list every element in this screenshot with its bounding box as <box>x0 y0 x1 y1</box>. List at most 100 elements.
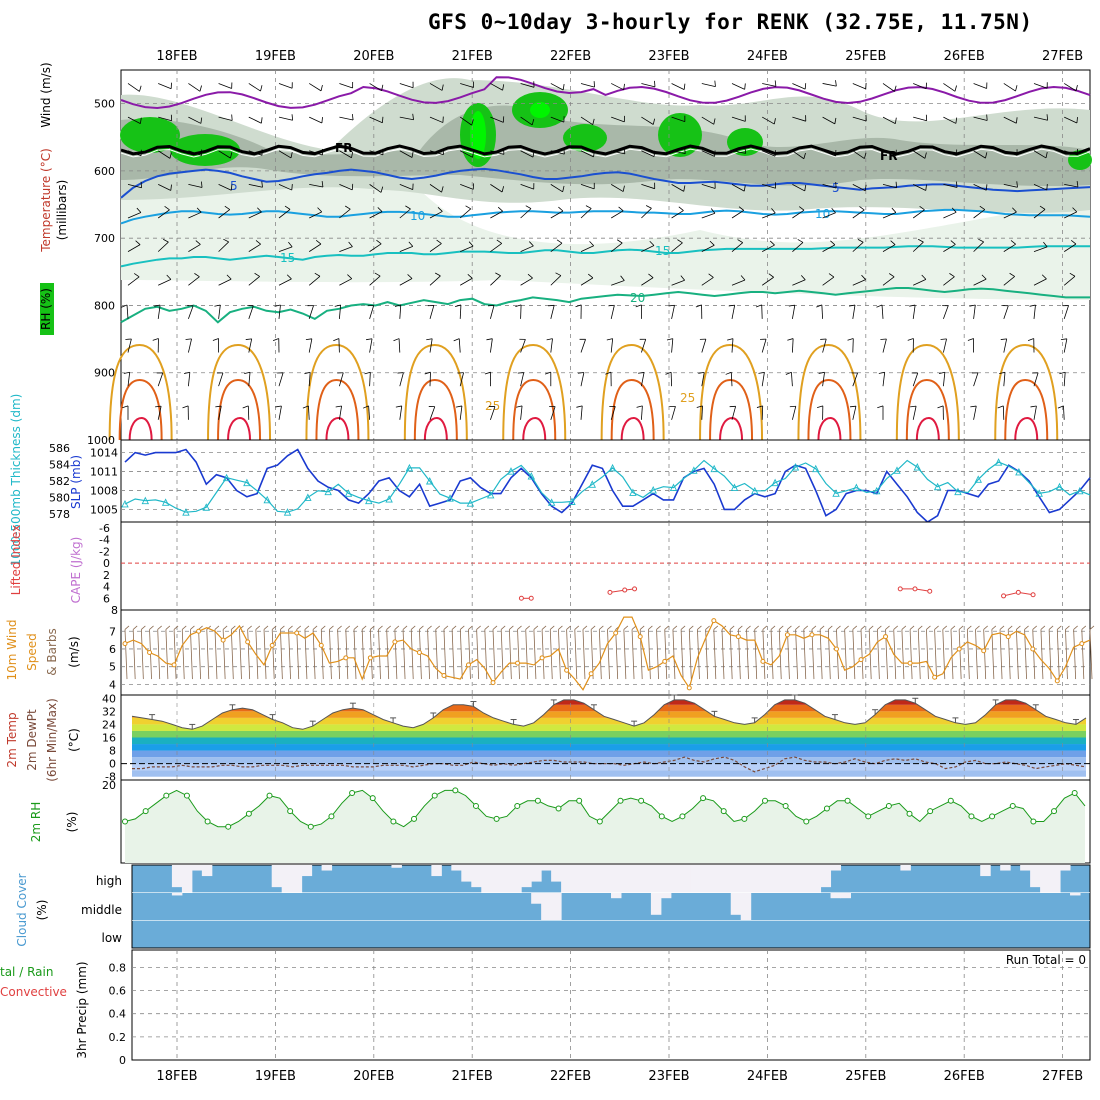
cloud-clear-high <box>291 865 303 893</box>
wind-barb <box>580 372 585 387</box>
wind-barb <box>369 116 383 124</box>
wind-barb-flag <box>878 371 885 374</box>
wind10-barb <box>353 629 357 680</box>
wind-barb-flag <box>861 274 866 280</box>
wind10-marker <box>294 630 300 636</box>
wind-barb-flag <box>622 185 625 192</box>
wind-barb-flag <box>1029 304 1036 307</box>
wind10-barb <box>279 629 283 680</box>
date-label-top: 18FEB <box>156 49 197 64</box>
cloud-clear-high <box>521 865 532 888</box>
wind-barb <box>973 116 988 121</box>
wind-barb <box>973 405 977 420</box>
lifted-index-marker <box>518 595 524 601</box>
wind10-barb-flag <box>590 625 596 630</box>
wind-barb <box>459 372 464 387</box>
wind10-barb-flag <box>623 625 629 630</box>
wind-barb <box>490 305 495 320</box>
cloud-clear-high <box>790 865 802 893</box>
wind-barb <box>399 83 414 89</box>
rh2m-marker <box>576 797 583 804</box>
wind10-barb <box>132 629 136 680</box>
date-label-bottom: 24FEB <box>747 1069 788 1084</box>
li-tick: 2 <box>103 569 110 582</box>
wind-barb <box>369 150 384 156</box>
wind-barb-flag <box>434 272 441 277</box>
wind-barb <box>490 210 503 219</box>
wind10-marker <box>907 660 913 666</box>
wind10-barb-flag <box>533 625 539 630</box>
cloud-clear-high <box>810 865 822 893</box>
wind10-marker <box>171 662 177 668</box>
cape-frame <box>120 521 1091 611</box>
wind-barb <box>610 338 614 353</box>
rh-core-green <box>120 117 180 153</box>
wind10-marker <box>416 650 422 655</box>
wind-barb <box>248 183 263 188</box>
wind-barb <box>731 150 746 154</box>
cloud-clear-high <box>780 865 792 893</box>
wind-barb <box>701 183 716 189</box>
date-label-bottom: 19FEB <box>255 1069 296 1084</box>
rh2m-marker <box>472 802 479 809</box>
wind10-barb-flag <box>1057 625 1062 630</box>
wind-barb <box>852 116 867 122</box>
date-label-bottom: 23FEB <box>648 1069 689 1084</box>
wind-barb-flag <box>562 84 565 91</box>
wind-barb-flag <box>1010 240 1016 245</box>
wind-barb <box>1033 183 1047 191</box>
wind-barb-flag <box>185 338 192 340</box>
slp-tick: 1014 <box>90 447 118 460</box>
wind10-barb-flag <box>239 625 244 630</box>
wind-barb-flag <box>888 273 895 278</box>
slp-line <box>124 448 1091 524</box>
wind-barb-flag <box>981 274 987 280</box>
wind-barb-flag <box>638 372 645 374</box>
wind10-barb <box>729 629 733 680</box>
wind-barb-flag <box>305 338 312 341</box>
wind-barb-flag <box>864 152 867 159</box>
wind-barb-flag <box>366 338 373 341</box>
wind10-marker <box>515 660 521 666</box>
label-precip-total: tal / Rain <box>0 965 53 979</box>
wind-barb <box>460 183 474 190</box>
wind-barb-flag <box>394 304 401 307</box>
wind-barb-flag <box>986 114 988 121</box>
wind-barb-flag <box>593 150 595 157</box>
wind-barb-flag <box>818 371 825 374</box>
wind-barb <box>762 183 776 189</box>
isotherm-label-10: 10 <box>410 209 425 223</box>
wind-barb-flag <box>183 371 190 374</box>
wind-barb <box>369 243 382 252</box>
mb-tick: 800 <box>94 299 115 312</box>
wind-barb-flag <box>816 304 823 308</box>
wind-barb <box>127 244 141 252</box>
wind-barb-flag <box>335 405 342 408</box>
isotherm-30c <box>118 378 163 441</box>
wind10-marker <box>637 634 643 640</box>
wind-barb <box>913 116 927 122</box>
wind-barb <box>429 211 443 219</box>
wind10-barb <box>206 629 210 680</box>
wind10-barb <box>934 629 938 680</box>
wind-barb-flag <box>321 116 323 124</box>
wind10-barb-flag <box>386 625 391 630</box>
wind10-barb-flag <box>304 625 310 630</box>
wind-barb-flag <box>950 240 956 245</box>
wind10-barb <box>517 629 520 680</box>
wind-barb-flag <box>1000 338 1007 340</box>
wind-barb <box>278 116 293 121</box>
wind-barb-flag <box>727 338 734 341</box>
li-tick: 0 <box>103 557 110 570</box>
warm-lobes <box>108 343 1059 441</box>
cloud-clear-middle <box>171 892 183 896</box>
wind-barb-flag <box>771 208 776 214</box>
wind10-marker <box>588 671 594 677</box>
wind10-barb <box>459 629 463 680</box>
thickness-marker <box>1076 486 1084 495</box>
rh2m-marker <box>369 795 376 802</box>
thickness-tick: 578 <box>49 508 70 521</box>
wind-barb <box>550 242 563 252</box>
wind10-marker <box>686 685 692 691</box>
wind-barb <box>369 83 382 92</box>
